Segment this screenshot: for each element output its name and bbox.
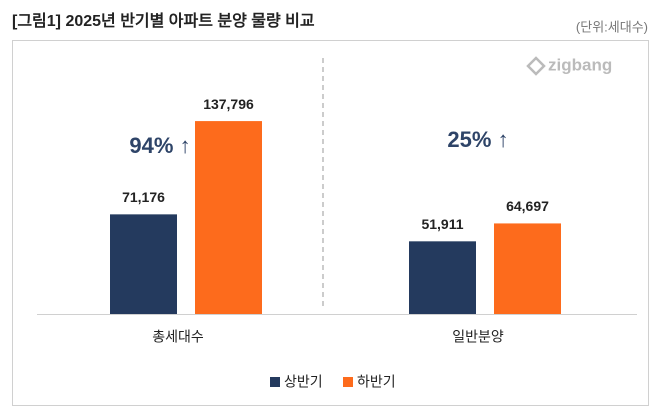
- value-label: 71,176: [122, 189, 165, 205]
- legend-label: 상반기: [284, 374, 323, 390]
- logo: zigbang: [526, 55, 612, 76]
- chart-title: [그림1] 2025년 반기별 아파트 분양 물량 비교: [12, 11, 315, 30]
- logo-icon: [526, 56, 546, 76]
- annotation: 25% ↑: [447, 127, 508, 152]
- legend-label: 하반기: [357, 374, 396, 390]
- value-label: 137,796: [203, 96, 254, 112]
- bar: [494, 223, 561, 314]
- unit-note: (단위:세대수): [576, 19, 648, 34]
- legend-swatch: [343, 377, 353, 387]
- value-label: 51,911: [421, 216, 463, 232]
- value-label: 64,697: [506, 198, 549, 214]
- bar: [195, 121, 262, 314]
- bar: [110, 214, 177, 314]
- logo-text: zigbang: [548, 55, 612, 74]
- chart-frame: [12, 40, 649, 406]
- x-tick-label: 일반분양: [452, 329, 504, 345]
- annotation: 94% ↑: [129, 133, 190, 158]
- legend-swatch: [270, 377, 280, 387]
- bar: [409, 241, 476, 314]
- x-tick-label: 총세대수: [152, 329, 204, 345]
